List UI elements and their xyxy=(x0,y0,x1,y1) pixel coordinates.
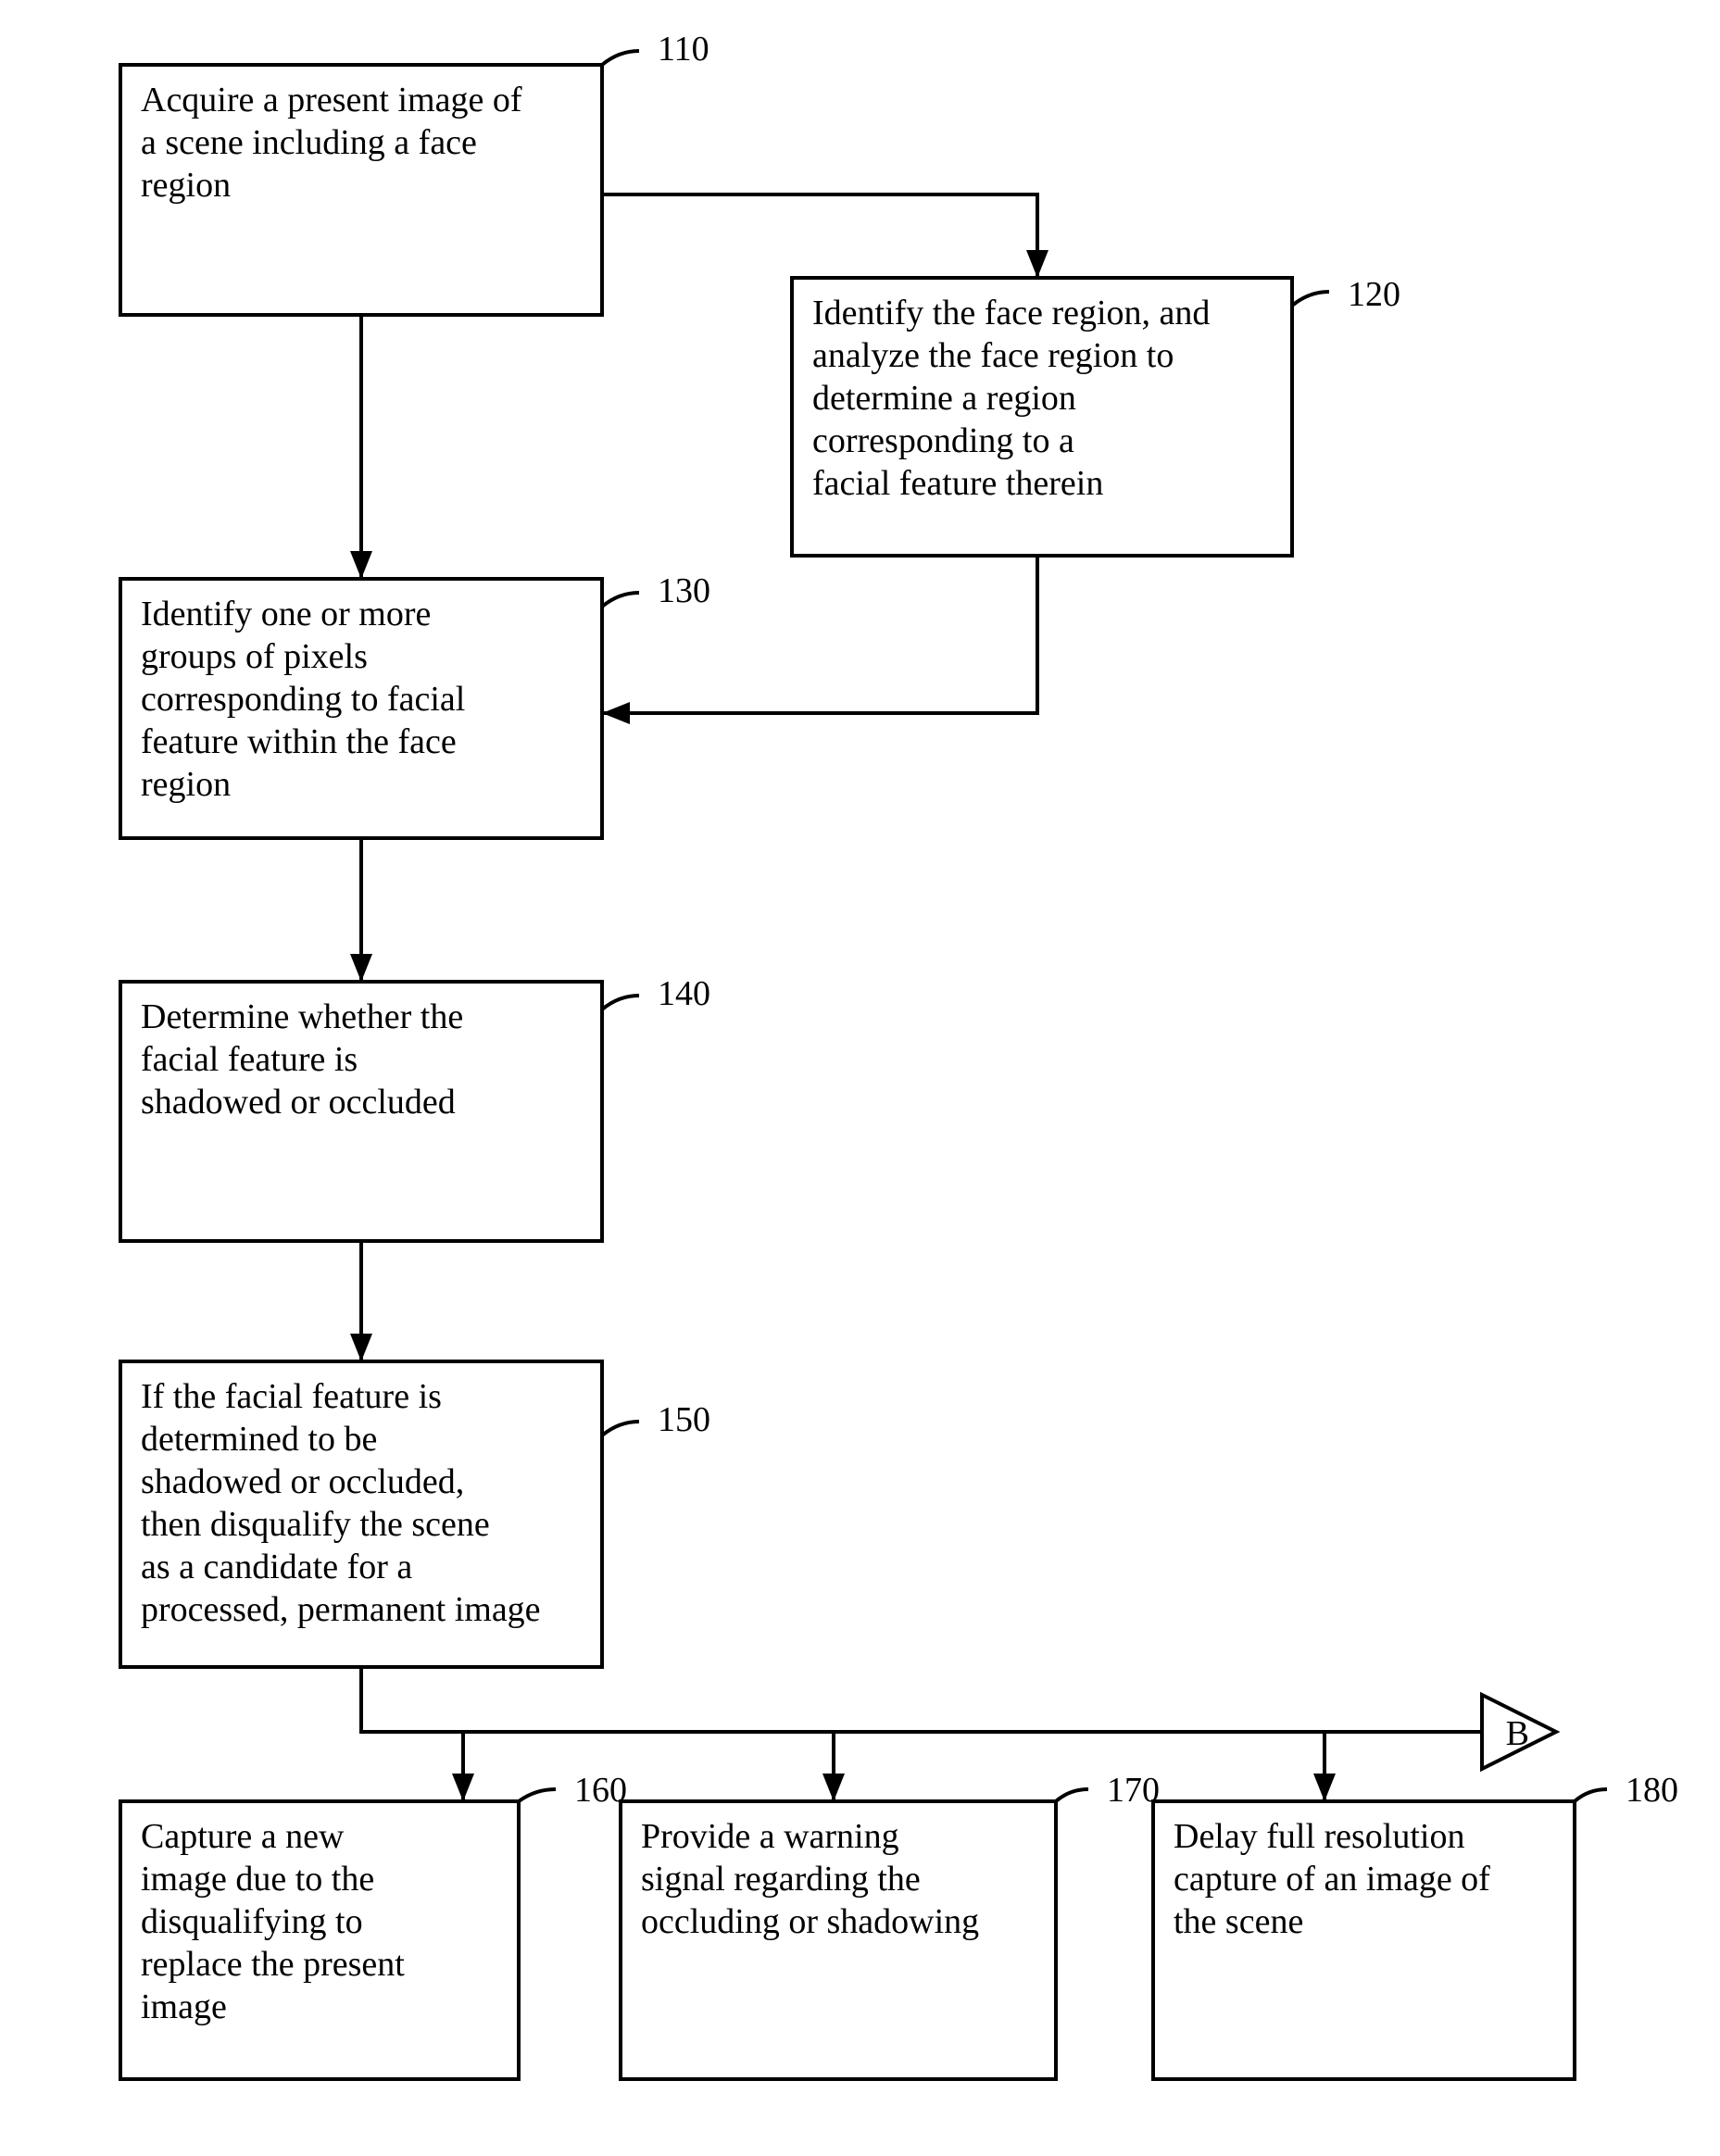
offpage-connector-label: B xyxy=(1506,1714,1529,1753)
reference-leader xyxy=(602,1422,639,1435)
reference-leader xyxy=(1056,1789,1088,1801)
flow-node-text: the scene xyxy=(1174,1902,1303,1941)
reference-leader xyxy=(602,996,639,1009)
flow-node-text: Identify the face region, and xyxy=(812,294,1210,332)
reference-numeral: 130 xyxy=(658,571,710,610)
flow-node-text: region xyxy=(141,166,231,205)
reference-numeral: 140 xyxy=(658,974,710,1013)
flow-node-text: shadowed or occluded xyxy=(141,1083,456,1122)
flow-node-text: then disqualify the scene xyxy=(141,1505,490,1544)
reference-numeral: 120 xyxy=(1348,275,1400,314)
flow-node-text: capture of an image of xyxy=(1174,1860,1490,1899)
reference-numeral: 180 xyxy=(1626,1771,1678,1810)
flow-node-text: processed, permanent image xyxy=(141,1590,541,1629)
flow-node-text: corresponding to a xyxy=(812,421,1074,460)
flow-node-text: signal regarding the xyxy=(641,1860,921,1899)
flow-node-text: shadowed or occluded, xyxy=(141,1462,464,1501)
flow-node-text: image xyxy=(141,1987,227,2026)
flow-node-text: occluding or shadowing xyxy=(641,1902,979,1941)
reference-numeral: 110 xyxy=(658,30,709,69)
flow-node-text: If the facial feature is xyxy=(141,1377,442,1416)
reference-numeral: 150 xyxy=(658,1400,710,1439)
flow-node-text: facial feature is xyxy=(141,1040,358,1079)
flow-node-text: Acquire a present image of xyxy=(141,81,522,119)
flow-node-text: Delay full resolution xyxy=(1174,1817,1464,1856)
flow-node-text: Capture a new xyxy=(141,1817,345,1856)
flow-node-text: feature within the face xyxy=(141,722,457,761)
reference-leader xyxy=(602,593,639,607)
flow-node-text: determine a region xyxy=(812,379,1076,418)
flow-node-text: facial feature therein xyxy=(812,464,1103,503)
flow-node-text: determined to be xyxy=(141,1420,377,1459)
reference-leader xyxy=(1575,1789,1607,1801)
flow-node-text: as a candidate for a xyxy=(141,1548,412,1586)
flow-edge xyxy=(602,194,1037,278)
flow-node-text: corresponding to facial xyxy=(141,680,465,719)
reference-leader xyxy=(602,51,639,65)
flow-node-text: Determine whether the xyxy=(141,997,463,1036)
flow-node-text: Identify one or more xyxy=(141,595,431,633)
flow-node-text: replace the present xyxy=(141,1945,405,1984)
flow-node-text: region xyxy=(141,765,231,804)
flow-node-text: disqualifying to xyxy=(141,1902,363,1941)
flow-node-text: Provide a warning xyxy=(641,1817,899,1856)
flow-node-text: groups of pixels xyxy=(141,637,368,676)
reference-leader xyxy=(1292,292,1329,306)
flow-edge xyxy=(361,1667,1482,1732)
flow-node-text: analyze the face region to xyxy=(812,336,1174,375)
reference-leader xyxy=(519,1789,556,1801)
flow-node-text: image due to the xyxy=(141,1860,374,1899)
flow-node-text: a scene including a face xyxy=(141,123,477,162)
